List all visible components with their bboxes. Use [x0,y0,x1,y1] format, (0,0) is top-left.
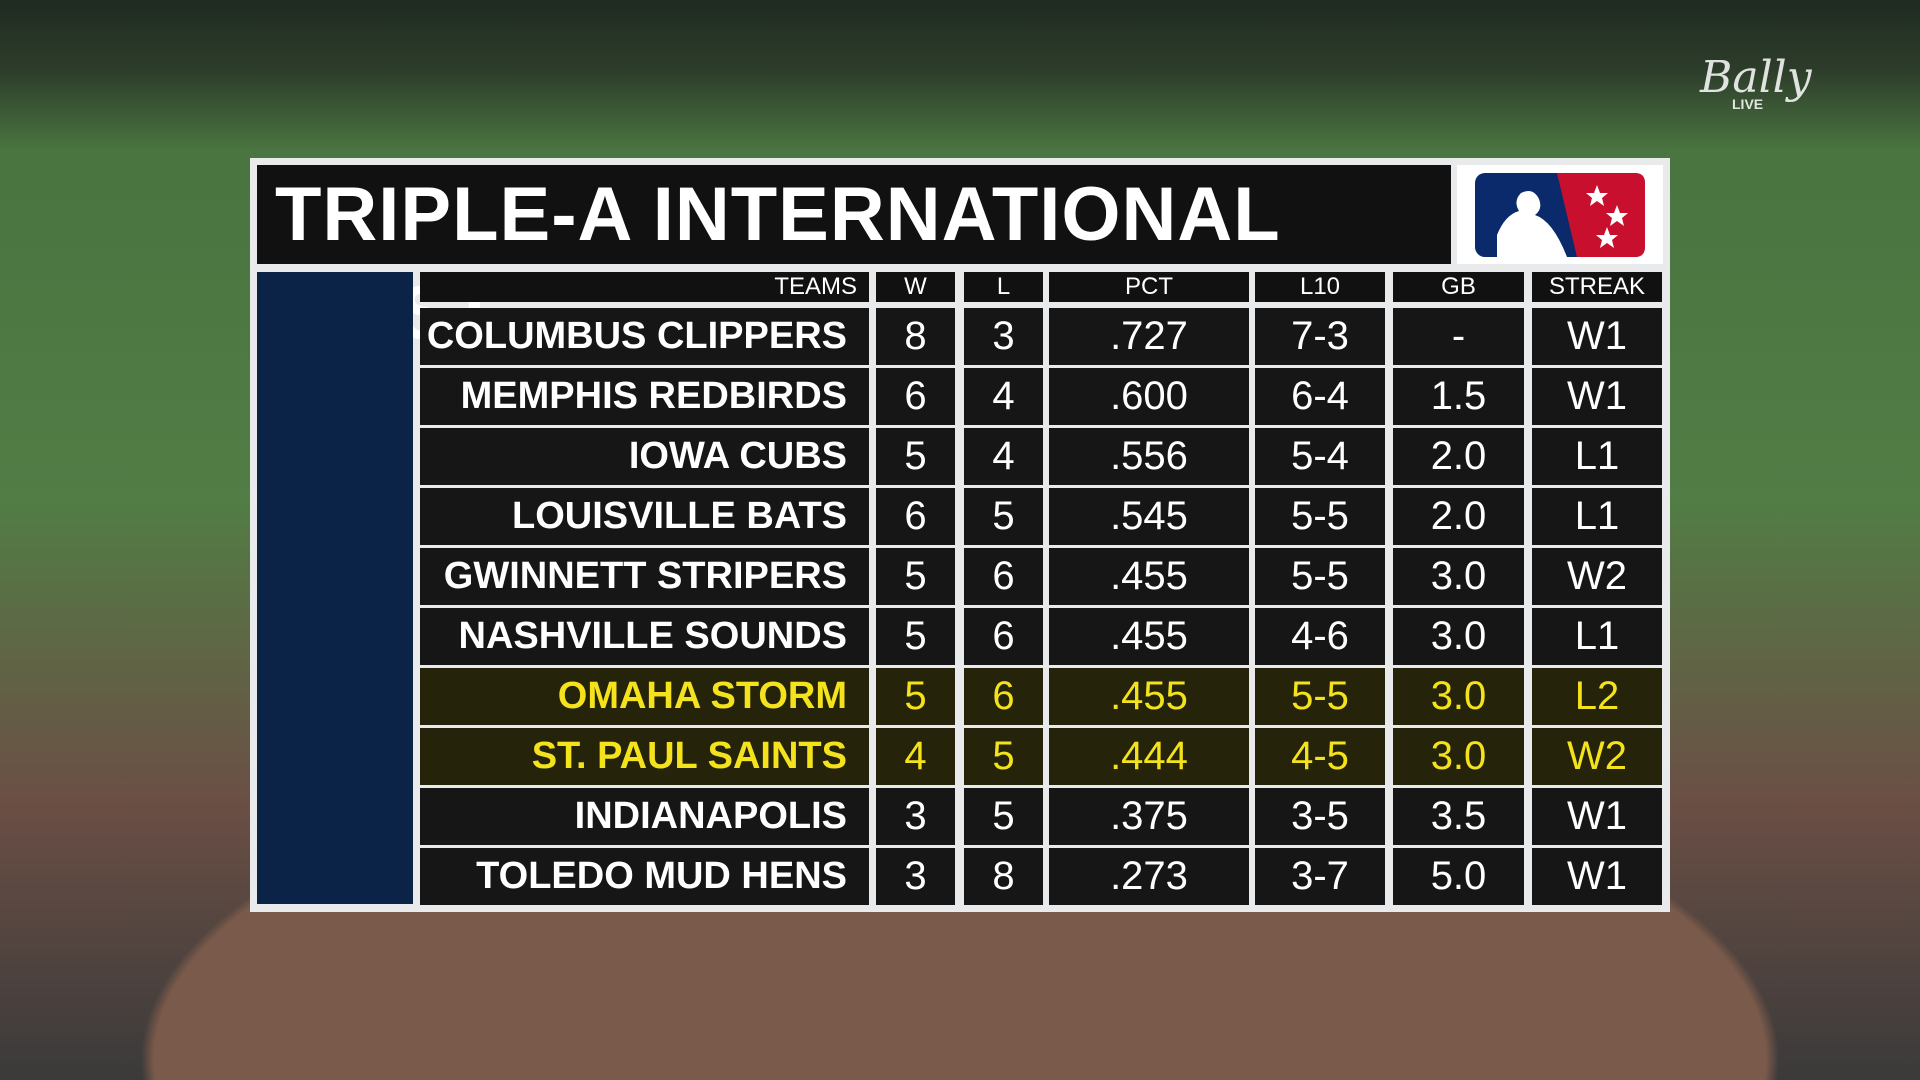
column-header: L10 [1255,272,1385,302]
team-name: OMAHA STORM CHASERS [420,668,869,774]
team-name: INDIANAPOLIS INDIANS [420,788,869,894]
stat-cell: 2.0 [1393,428,1524,485]
stat-cell: 5.0 [1393,848,1524,905]
stat-cell: 5-5 [1255,668,1385,725]
stat-cell: .375 [1049,788,1249,845]
column-header: L [964,272,1043,302]
team-name: MEMPHIS REDBIRDS [420,368,869,425]
stat-cell: 1.5 [1393,368,1524,425]
stat-cell: 2.0 [1393,488,1524,545]
stat-cell: 4-5 [1255,728,1385,785]
stat-cell: L2 [1532,668,1662,725]
stat-cell: .600 [1049,368,1249,425]
stat-cell: 5 [964,728,1043,785]
stat-cell: W2 [1532,728,1662,785]
stat-cell: W1 [1532,308,1662,365]
stat-cell: 6 [964,548,1043,605]
stat-cell: 3.5 [1393,788,1524,845]
stat-cell: 5 [876,668,955,725]
stat-cell: 3 [876,788,955,845]
column-header: TEAMS [420,272,869,302]
stat-cell: .545 [1049,488,1249,545]
team-name: GWINNETT STRIPERS [420,548,869,605]
column-header: STREAK [1532,272,1662,302]
team-name: TOLEDO MUD HENS [420,848,869,905]
stat-cell: L1 [1532,428,1662,485]
column-header: PCT [1049,272,1249,302]
stat-cell: .556 [1049,428,1249,485]
stat-cell: 4 [876,728,955,785]
team-name: COLUMBUS CLIPPERS [420,308,869,365]
stat-cell: 3.0 [1393,668,1524,725]
stat-cell: 4 [964,428,1043,485]
stat-cell: 5 [876,608,955,665]
team-name: LOUISVILLE BATS [420,488,869,545]
stat-cell: .455 [1049,668,1249,725]
stat-cell: 5 [876,548,955,605]
stat-cell: 4 [964,368,1043,425]
stat-cell: 5-5 [1255,548,1385,605]
team-name: IOWA CUBS [420,428,869,485]
column-header: W [876,272,955,302]
stat-cell: 3.0 [1393,728,1524,785]
stat-cell: 3 [876,848,955,905]
stat-cell: 3-7 [1255,848,1385,905]
stat-cell: 5 [964,488,1043,545]
stat-cell: L1 [1532,488,1662,545]
stat-cell: 3-5 [1255,788,1385,845]
team-name: ST. PAUL SAINTS [420,728,869,785]
side-bar [257,272,413,904]
stat-cell: 5-4 [1255,428,1385,485]
stat-cell: 3.0 [1393,608,1524,665]
stat-cell: .727 [1049,308,1249,365]
stat-cell: 7-3 [1255,308,1385,365]
stat-cell: 6 [964,608,1043,665]
stat-cell: .444 [1049,728,1249,785]
column-header: GB [1393,272,1524,302]
title: TRIPLE-A INTERNATIONAL WEST [257,165,1451,356]
watermark-brand: Bally [1700,52,1812,103]
stat-cell: .273 [1049,848,1249,905]
team-name: NASHVILLE SOUNDS [420,608,869,665]
watermark-sub: LIVE [1732,96,1764,112]
stat-cell: 5 [876,428,955,485]
stat-cell: - [1393,308,1524,365]
stat-cell: W1 [1532,788,1662,845]
stat-cell: 6 [876,368,955,425]
stat-cell: 3 [964,308,1043,365]
stat-cell: 5 [964,788,1043,845]
stat-cell: 5-5 [1255,488,1385,545]
stat-cell: 6 [964,668,1043,725]
stat-cell: W1 [1532,368,1662,425]
league-logo [1457,165,1663,264]
stat-cell: 4-6 [1255,608,1385,665]
stat-cell: 6 [876,488,955,545]
stat-cell: 6-4 [1255,368,1385,425]
stat-cell: 3.0 [1393,548,1524,605]
standings-panel: TRIPLE-A INTERNATIONAL WEST TEAMSWLPCTL1… [250,158,1670,912]
stat-cell: W2 [1532,548,1662,605]
stat-cell: 8 [876,308,955,365]
stat-cell: 8 [964,848,1043,905]
stat-cell: L1 [1532,608,1662,665]
stat-cell: .455 [1049,608,1249,665]
stat-cell: W1 [1532,848,1662,905]
stat-cell: .455 [1049,548,1249,605]
